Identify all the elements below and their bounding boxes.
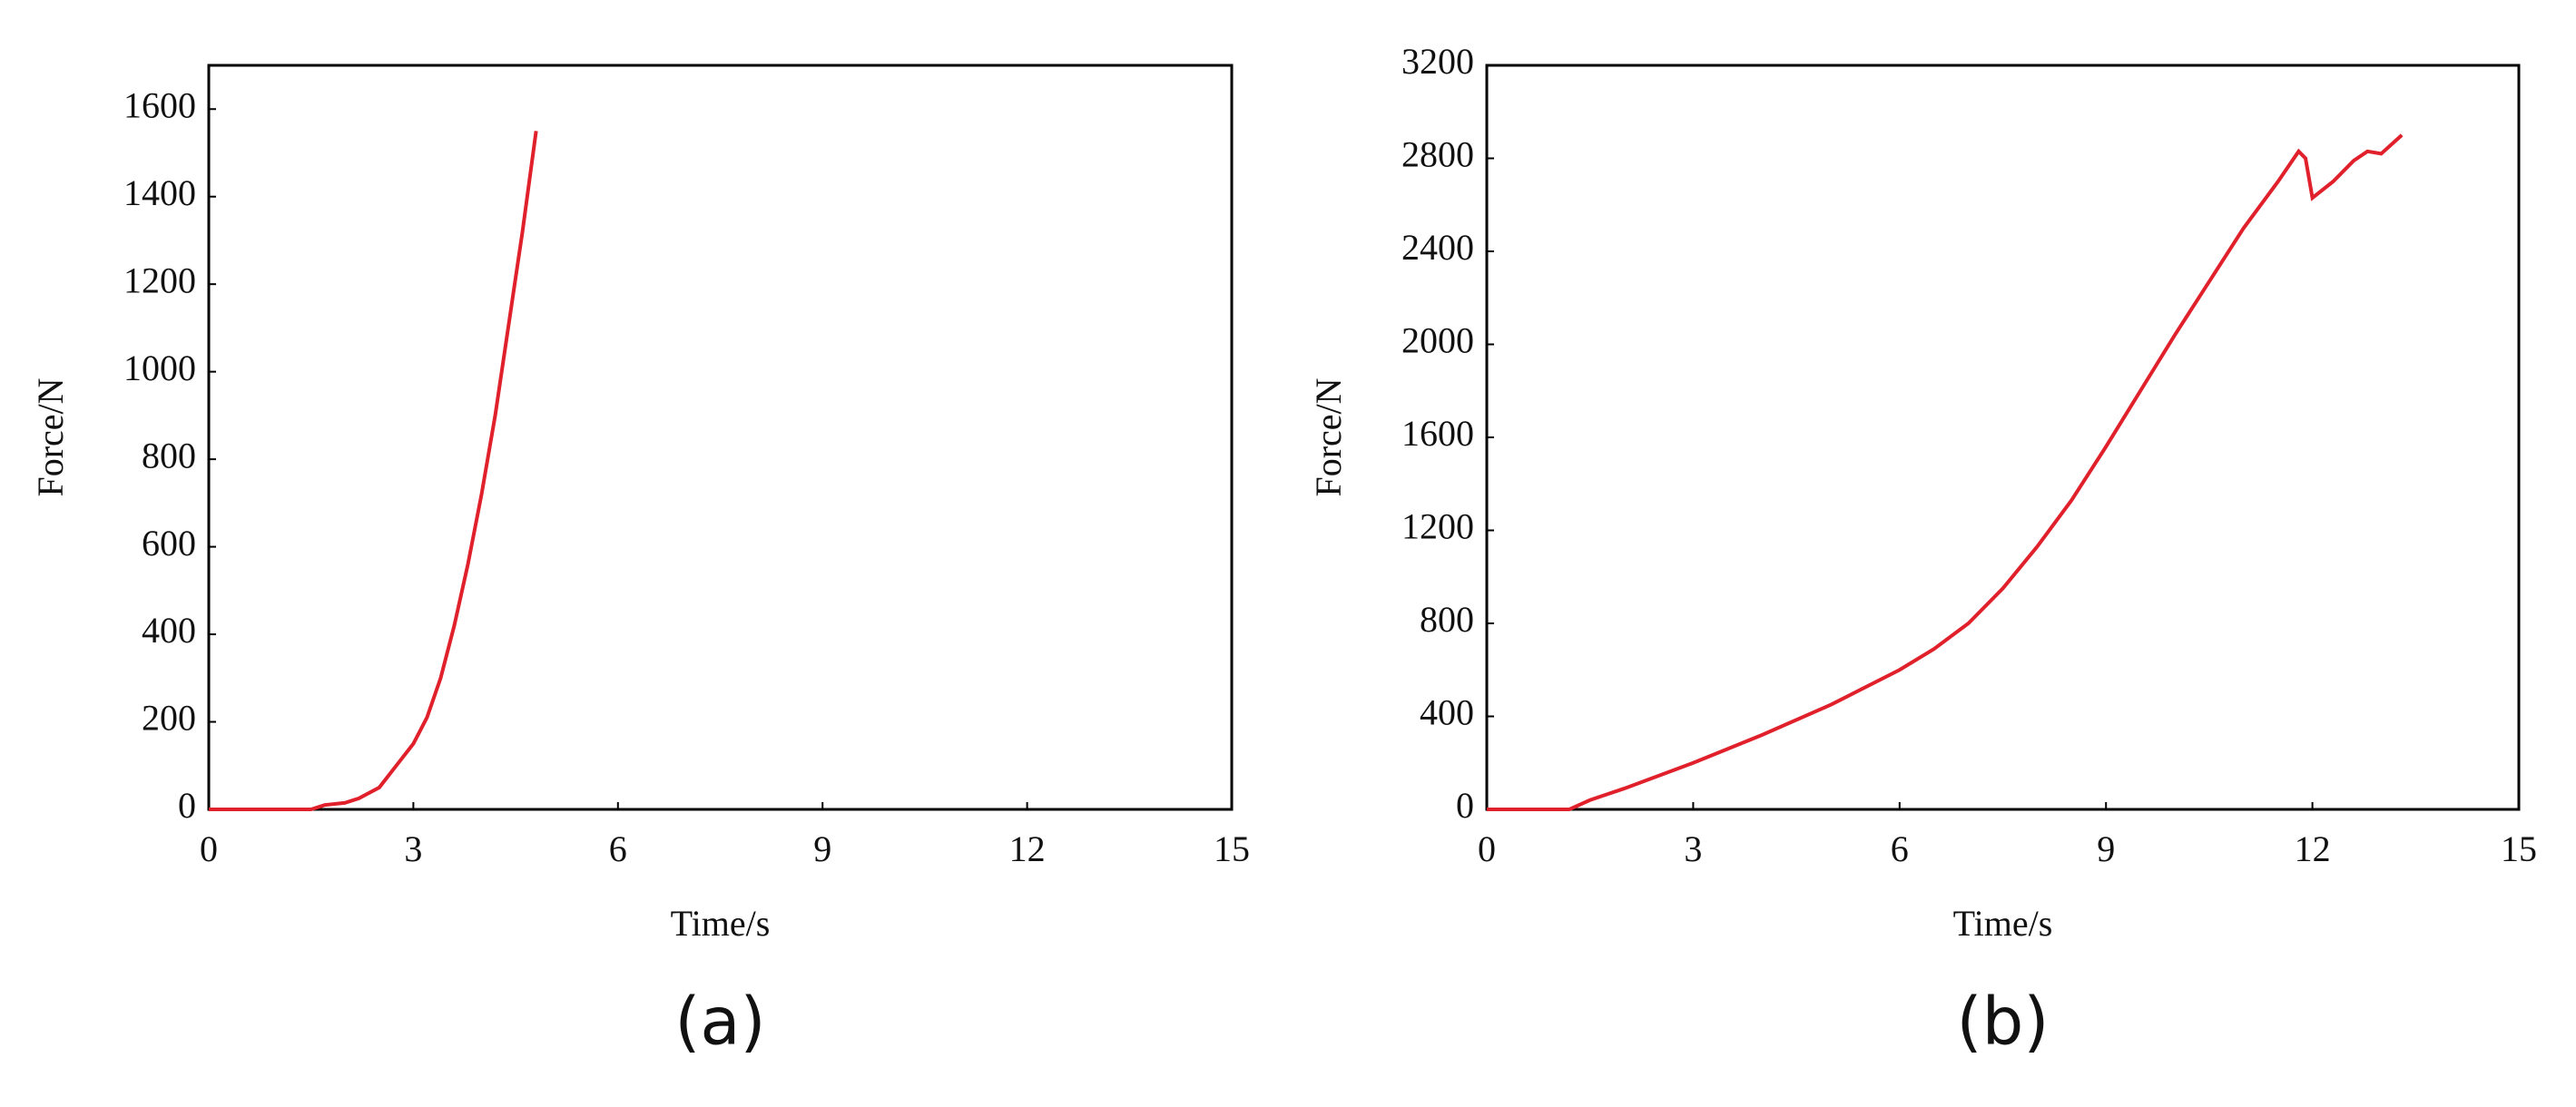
- plot-frame: [207, 64, 1234, 811]
- plot-frame: [1485, 64, 2521, 811]
- y-tick-label: 1400: [123, 172, 196, 213]
- caption: (a): [674, 984, 765, 1060]
- y-tick-label: 1000: [123, 348, 196, 388]
- y-tick-label: 800: [142, 435, 196, 475]
- y-tick-label: 1600: [123, 84, 196, 125]
- y-axis-label: Force/N: [30, 377, 71, 496]
- y-tick-label: 600: [142, 523, 196, 563]
- x-tick-label: 9: [2097, 828, 2115, 869]
- x-tick-label: 15: [1214, 828, 1250, 869]
- y-tick-label: 3200: [1401, 41, 1474, 82]
- x-tick-label: 6: [609, 828, 627, 869]
- y-tick-label: 800: [1420, 599, 1474, 640]
- y-tick-label: 400: [1420, 692, 1474, 733]
- x-tick-label: 6: [1891, 828, 1909, 869]
- x-tick-label: 15: [2501, 828, 2537, 869]
- caption: (b): [1957, 984, 2050, 1060]
- y-tick-label: 2400: [1401, 227, 1474, 268]
- force-line: [1487, 133, 2404, 811]
- y-tick-label: 0: [178, 785, 196, 826]
- x-tick-label: 3: [404, 828, 422, 869]
- x-tick-label: 9: [813, 828, 831, 869]
- y-tick-label: 1600: [1401, 413, 1474, 454]
- x-tick-label: 0: [1478, 828, 1496, 869]
- x-axis-label: Time/s: [1953, 903, 2053, 944]
- force-line: [209, 131, 538, 811]
- y-tick-label: 1200: [123, 260, 196, 300]
- y-tick-label: 0: [1456, 785, 1474, 826]
- y-tick-label: 1200: [1401, 506, 1474, 547]
- x-axis-label: Time/s: [671, 903, 771, 944]
- x-tick-label: 12: [2295, 828, 2331, 869]
- y-axis-label: Force/N: [1308, 377, 1349, 496]
- x-tick-label: 3: [1684, 828, 1702, 869]
- x-tick-label: 12: [1009, 828, 1046, 869]
- y-tick-label: 200: [142, 698, 196, 739]
- y-tick-label: 2800: [1401, 134, 1474, 175]
- y-tick-label: 400: [142, 610, 196, 651]
- x-tick-label: 0: [200, 828, 218, 869]
- y-tick-label: 2000: [1401, 320, 1474, 361]
